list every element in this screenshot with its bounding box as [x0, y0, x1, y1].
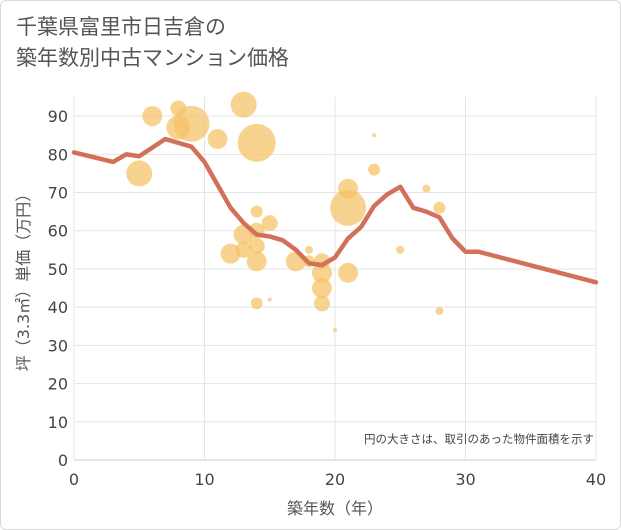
- bubble-point: [173, 105, 210, 142]
- chart-title-line-1: 千葉県富里市日吉倉の: [16, 15, 226, 39]
- y-tick-label: 90: [48, 107, 68, 126]
- bubble-point: [311, 278, 332, 299]
- y-tick-label: 30: [48, 336, 68, 355]
- y-tick-label: 20: [48, 375, 68, 394]
- bubble-point: [235, 241, 252, 258]
- bubble-point: [267, 297, 272, 302]
- bubble-point: [338, 262, 359, 283]
- bubble-point: [126, 160, 153, 187]
- y-tick-label: 40: [48, 298, 68, 317]
- x-tick-label: 0: [69, 470, 79, 489]
- x-tick-label: 20: [325, 470, 345, 489]
- bubble-point: [422, 184, 431, 193]
- trend-series: [71, 136, 599, 285]
- y-tick-label: 60: [48, 222, 68, 241]
- bubble-point: [248, 238, 265, 255]
- chart-title: 千葉県富里市日吉倉の 築年数別中古マンション価格: [16, 12, 289, 74]
- x-tick-label: 40: [586, 470, 606, 489]
- y-tick-label: 10: [48, 413, 68, 432]
- bubble-point: [368, 163, 381, 176]
- bubble-point: [304, 245, 313, 254]
- y-axis-title: 坪（3.3㎡）単価（万円）: [14, 186, 33, 371]
- bubble-point: [330, 189, 367, 226]
- bubble-point: [220, 243, 241, 264]
- x-tick-label: 10: [194, 470, 214, 489]
- bubble-point: [435, 306, 444, 315]
- bubble-point: [396, 245, 405, 254]
- trend-line: [71, 136, 599, 285]
- bubble-point: [246, 251, 267, 272]
- y-tick-label: 50: [48, 260, 68, 279]
- bubble-size-note: 円の大きさは、取引のあった物件面積を示す: [364, 432, 594, 446]
- bubble-point: [313, 295, 330, 312]
- bubble-point: [142, 106, 163, 127]
- bubble-point: [261, 215, 278, 232]
- bubble-point: [433, 201, 446, 214]
- bubble-series: [126, 91, 446, 333]
- y-tick-label: 0: [58, 451, 68, 470]
- bubble-point: [250, 205, 263, 218]
- y-tick-label: 80: [48, 145, 68, 164]
- y-tick-label: 70: [48, 184, 68, 203]
- axis-ticks: 0 10 20 30 40 50 60 70 80 90 0 10 20 30 40: [48, 107, 607, 489]
- bubble-point: [372, 133, 377, 138]
- bubble-point: [333, 328, 337, 333]
- grid-lines: [73, 97, 597, 461]
- bubble-point: [311, 262, 332, 283]
- bubble-point: [250, 297, 263, 310]
- bubble-point: [207, 129, 228, 150]
- x-tick-label: 30: [455, 470, 475, 489]
- bubble-point: [230, 91, 257, 118]
- bubble-point: [237, 123, 276, 162]
- chart-title-line-2: 築年数別中古マンション価格: [16, 46, 289, 70]
- x-axis-title: 築年数（年）: [287, 499, 383, 518]
